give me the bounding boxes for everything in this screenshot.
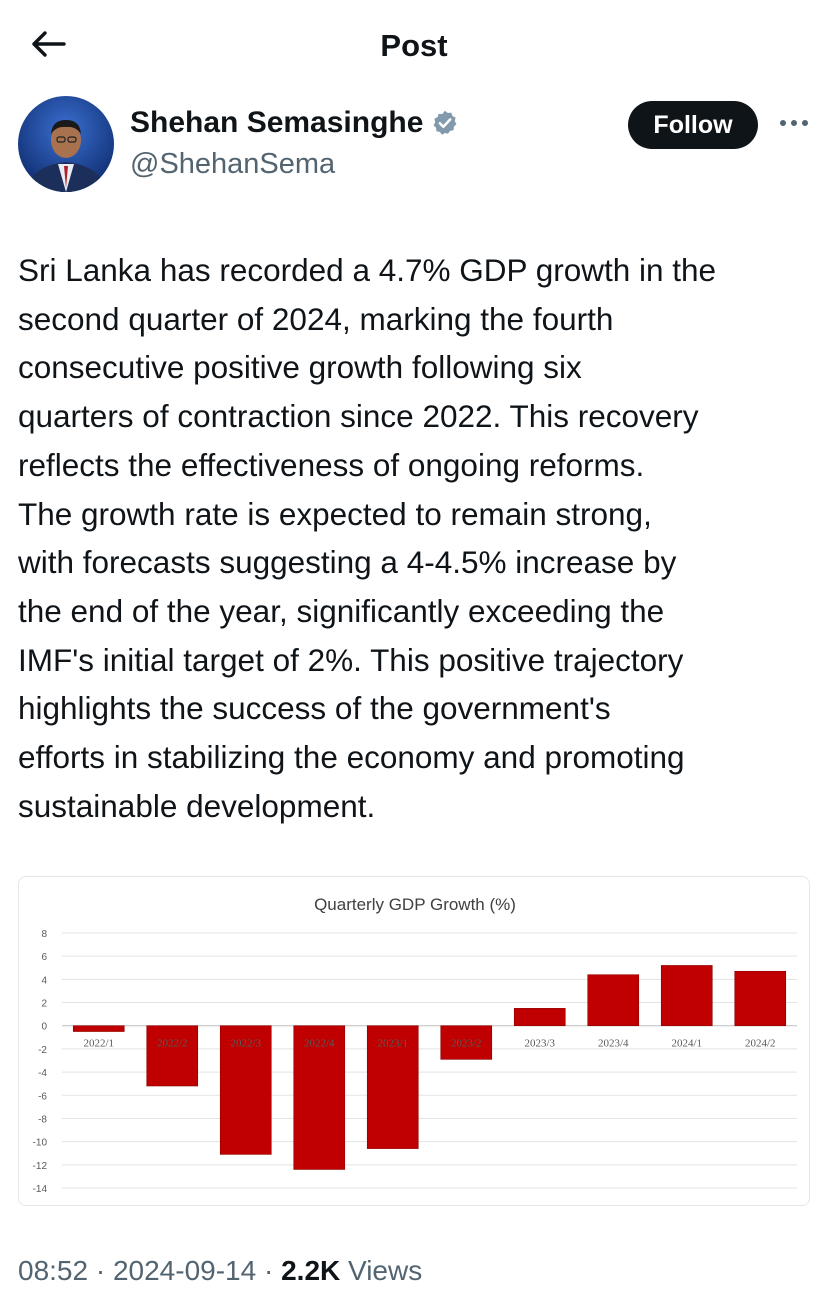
y-tick-label: -2 (38, 1045, 47, 1056)
author-name-row: Shehan Semasinghe (130, 106, 459, 140)
chart-bar (513, 1008, 566, 1027)
x-tick-label: 2023/2 (451, 1038, 482, 1050)
avatar[interactable] (18, 96, 114, 192)
verified-badge-icon (434, 110, 457, 135)
x-tick-label: 2024/2 (745, 1038, 776, 1050)
author-handle[interactable]: @ShehanSema (130, 148, 336, 180)
y-tick-label: -8 (38, 1114, 47, 1125)
top-bar: Post (0, 0, 828, 88)
chart-bar (366, 1025, 419, 1149)
chart-bar (734, 970, 787, 1027)
meta-separator: · (88, 1255, 113, 1286)
x-tick-label: 2022/4 (304, 1038, 335, 1050)
chart-bar (293, 1025, 346, 1170)
more-options-button[interactable] (772, 108, 816, 138)
y-tick-label: -4 (38, 1068, 47, 1079)
y-tick-label: 4 (41, 975, 47, 986)
follow-button[interactable]: Follow (628, 101, 758, 149)
y-tick-label: -6 (38, 1091, 47, 1102)
arrow-left-icon (32, 31, 66, 57)
post-image[interactable]: Quarterly GDP Growth (%) 2022/1 2022/2 202… (18, 876, 810, 1206)
post-meta: 08:52 · 2024-09-14 · 2.2K Views (18, 1255, 422, 1287)
y-tick-label: 8 (41, 929, 47, 940)
views-label: Views (340, 1255, 423, 1286)
meta-separator: · (256, 1255, 282, 1286)
chart-bar (219, 1025, 272, 1155)
chart-bar (146, 1025, 199, 1087)
page-title: Post (380, 28, 448, 63)
y-tick-label: -10 (33, 1138, 48, 1149)
x-tick-label: 2023/1 (377, 1038, 408, 1050)
more-dots-icon (780, 120, 786, 126)
y-tick-label: 0 (41, 1022, 47, 1033)
x-tick-label: 2022/1 (83, 1038, 114, 1050)
chart-bar (587, 974, 640, 1027)
author-name[interactable]: Shehan Semasinghe (130, 106, 424, 139)
chart-title: Quarterly GDP Growth (%) (314, 895, 516, 914)
x-tick-label: 2023/3 (524, 1038, 555, 1050)
y-tick-label: -12 (33, 1161, 48, 1172)
y-tick-label: 6 (41, 952, 47, 963)
post-time[interactable]: 08:52 (18, 1255, 89, 1286)
gdp-bar-chart: Quarterly GDP Growth (%) 2022/1 2022/2 202… (33, 895, 797, 1195)
y-tick-label: -14 (33, 1184, 48, 1195)
x-tick-label: 2023/4 (598, 1038, 629, 1050)
x-tick-label: 2022/2 (157, 1038, 188, 1050)
x-tick-label: 2022/3 (230, 1038, 261, 1050)
chart-bar (72, 1025, 125, 1032)
chart-bar (440, 1025, 493, 1060)
views-count[interactable]: 2.2K (281, 1255, 341, 1286)
post-header: Shehan Semasinghe @ShehanSema Follow (0, 96, 828, 196)
chart-bar (660, 965, 713, 1027)
post-date[interactable]: 2024-09-14 (112, 1255, 257, 1286)
y-tick-label: 2 (41, 999, 47, 1010)
post-text: Sri Lanka has recorded a 4.7% GDP growth… (18, 252, 717, 824)
x-tick-label: 2024/1 (671, 1038, 702, 1050)
back-button[interactable] (26, 24, 70, 64)
